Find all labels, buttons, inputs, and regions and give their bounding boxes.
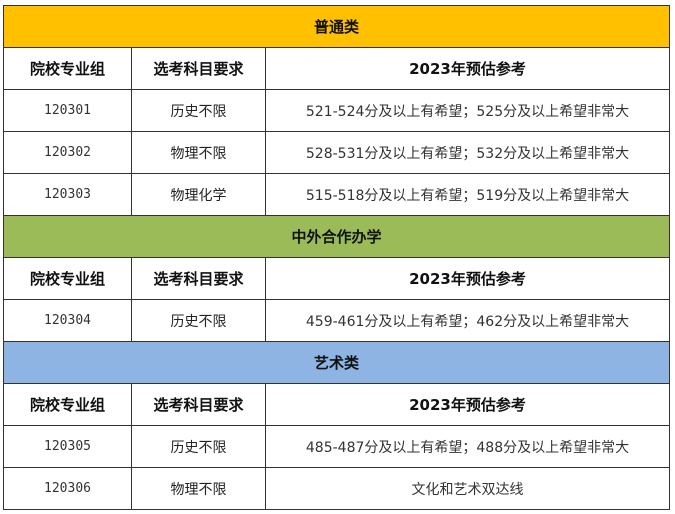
- cell-group: 120305: [3, 425, 132, 468]
- section-header: 中外合作办学: [3, 215, 670, 258]
- column-header-subject: 选考科目要求: [131, 383, 266, 426]
- section-title: 普通类: [3, 5, 670, 48]
- cell-estimate: 459-461分及以上有希望；462分及以上希望非常大: [265, 299, 670, 342]
- admission-table: 普通类 院校专业组 选考科目要求 2023年预估参考 120301 历史不限 521-524…: [3, 5, 670, 510]
- column-header-group: 院校专业组: [3, 383, 132, 426]
- table-row: 120302 物理不限 528-531分及以上有希望；532分及以上希望非常大: [3, 131, 670, 174]
- cell-group: 120306: [3, 467, 132, 510]
- cell-estimate: 521-524分及以上有希望；525分及以上希望非常大: [265, 89, 670, 132]
- column-header-group: 院校专业组: [3, 257, 132, 300]
- table-row: 120303 物理化学 515-518分及以上有希望；519分及以上希望非常大: [3, 173, 670, 216]
- section-header: 普通类: [3, 5, 670, 48]
- cell-subject: 物理不限: [131, 131, 266, 174]
- column-header-row: 院校专业组 选考科目要求 2023年预估参考: [3, 383, 670, 426]
- cell-group: 120301: [3, 89, 132, 132]
- cell-estimate: 文化和艺术双达线: [265, 467, 670, 510]
- column-header-row: 院校专业组 选考科目要求 2023年预估参考: [3, 257, 670, 300]
- section-title: 艺术类: [3, 341, 670, 384]
- cell-subject: 物理化学: [131, 173, 266, 216]
- cell-estimate: 515-518分及以上有希望；519分及以上希望非常大: [265, 173, 670, 216]
- table-row: 120306 物理不限 文化和艺术双达线: [3, 467, 670, 510]
- column-header-subject: 选考科目要求: [131, 257, 266, 300]
- column-header-estimate: 2023年预估参考: [265, 257, 670, 300]
- section-header: 艺术类: [3, 341, 670, 384]
- table-row: 120304 历史不限 459-461分及以上有希望；462分及以上希望非常大: [3, 299, 670, 342]
- section-title: 中外合作办学: [3, 215, 670, 258]
- cell-subject: 历史不限: [131, 425, 266, 468]
- cell-group: 120304: [3, 299, 132, 342]
- column-header-row: 院校专业组 选考科目要求 2023年预估参考: [3, 47, 670, 90]
- column-header-group: 院校专业组: [3, 47, 132, 90]
- cell-subject: 物理不限: [131, 467, 266, 510]
- table-row: 120305 历史不限 485-487分及以上有希望；488分及以上希望非常大: [3, 425, 670, 468]
- cell-estimate: 485-487分及以上有希望；488分及以上希望非常大: [265, 425, 670, 468]
- cell-estimate: 528-531分及以上有希望；532分及以上希望非常大: [265, 131, 670, 174]
- cell-subject: 历史不限: [131, 299, 266, 342]
- column-header-estimate: 2023年预估参考: [265, 47, 670, 90]
- cell-group: 120302: [3, 131, 132, 174]
- column-header-estimate: 2023年预估参考: [265, 383, 670, 426]
- column-header-subject: 选考科目要求: [131, 47, 266, 90]
- cell-group: 120303: [3, 173, 132, 216]
- cell-subject: 历史不限: [131, 89, 266, 132]
- table-row: 120301 历史不限 521-524分及以上有希望；525分及以上希望非常大: [3, 89, 670, 132]
